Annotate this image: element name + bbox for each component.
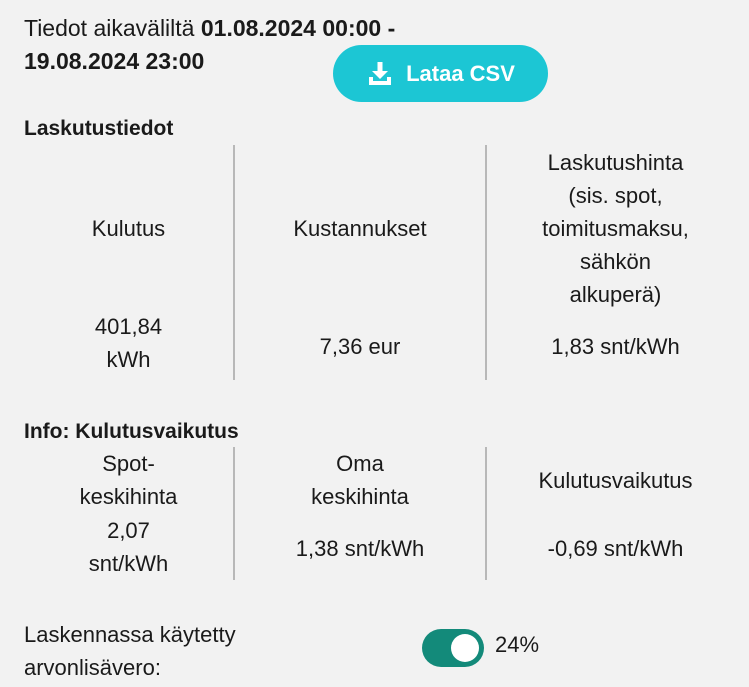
- download-icon: [366, 60, 394, 88]
- impact-col-value: 1,38 snt/kWh: [295, 536, 425, 561]
- vat-value: 24%: [495, 632, 540, 657]
- vat-toggle-knob: [451, 634, 479, 662]
- billing-col-price: Laskutushinta (sis. spot, toimitusmaksu,…: [485, 145, 744, 380]
- impact-col-own: Oma keskihinta 1,38 snt/kWh: [233, 447, 485, 580]
- billing-col-consumption: Kulutus 401,84 kWh: [24, 145, 233, 380]
- date-range-prefix: Tiedot aikaväliltä: [24, 15, 201, 41]
- vat-toggle[interactable]: [422, 629, 484, 667]
- date-range-start: 01.08.2024 00:00 -: [200, 15, 396, 41]
- billing-col-value: 401,84 kWh: [94, 314, 163, 372]
- impact-col-value: 2,07 snt/kWh: [88, 518, 169, 576]
- impact-col-effect: Kulutusvaikutus -0,69 snt/kWh: [485, 447, 744, 580]
- impact-col-header: Kulutusvaikutus: [538, 468, 693, 493]
- billing-col-header: Laskutushinta (sis. spot, toimitusmaksu,…: [542, 150, 689, 307]
- billing-col-value: 1,83 snt/kWh: [551, 334, 680, 359]
- impact-grid: Spot- keskihinta 2,07 snt/kWh Oma keskih…: [24, 447, 744, 580]
- date-range-end: 19.08.2024 23:00: [24, 48, 205, 74]
- vat-label: Laskennassa käytetty arvonlisävero:: [24, 622, 236, 680]
- billing-col-costs: Kustannukset 7,36 eur: [233, 145, 485, 380]
- billing-section-title: Laskutustiedot: [24, 117, 174, 140]
- download-csv-button[interactable]: Lataa CSV: [333, 45, 548, 102]
- impact-col-value: -0,69 snt/kWh: [547, 536, 684, 561]
- billing-col-header: Kulutus: [91, 216, 166, 241]
- impact-col-header: Oma keskihinta: [311, 451, 409, 509]
- download-csv-label: Lataa CSV: [406, 60, 515, 86]
- billing-col-value: 7,36 eur: [319, 334, 401, 359]
- impact-col-spot: Spot- keskihinta 2,07 snt/kWh: [24, 447, 233, 580]
- impact-col-header: Spot- keskihinta: [79, 451, 178, 509]
- impact-section-title: Info: Kulutusvaikutus: [24, 420, 239, 443]
- billing-grid: Kulutus 401,84 kWh Kustannukset 7,36 eur…: [24, 145, 744, 380]
- billing-col-header: Kustannukset: [293, 216, 427, 241]
- date-range-heading: Tiedot aikaväliltä 01.08.2024 00:00 - 19…: [24, 12, 484, 78]
